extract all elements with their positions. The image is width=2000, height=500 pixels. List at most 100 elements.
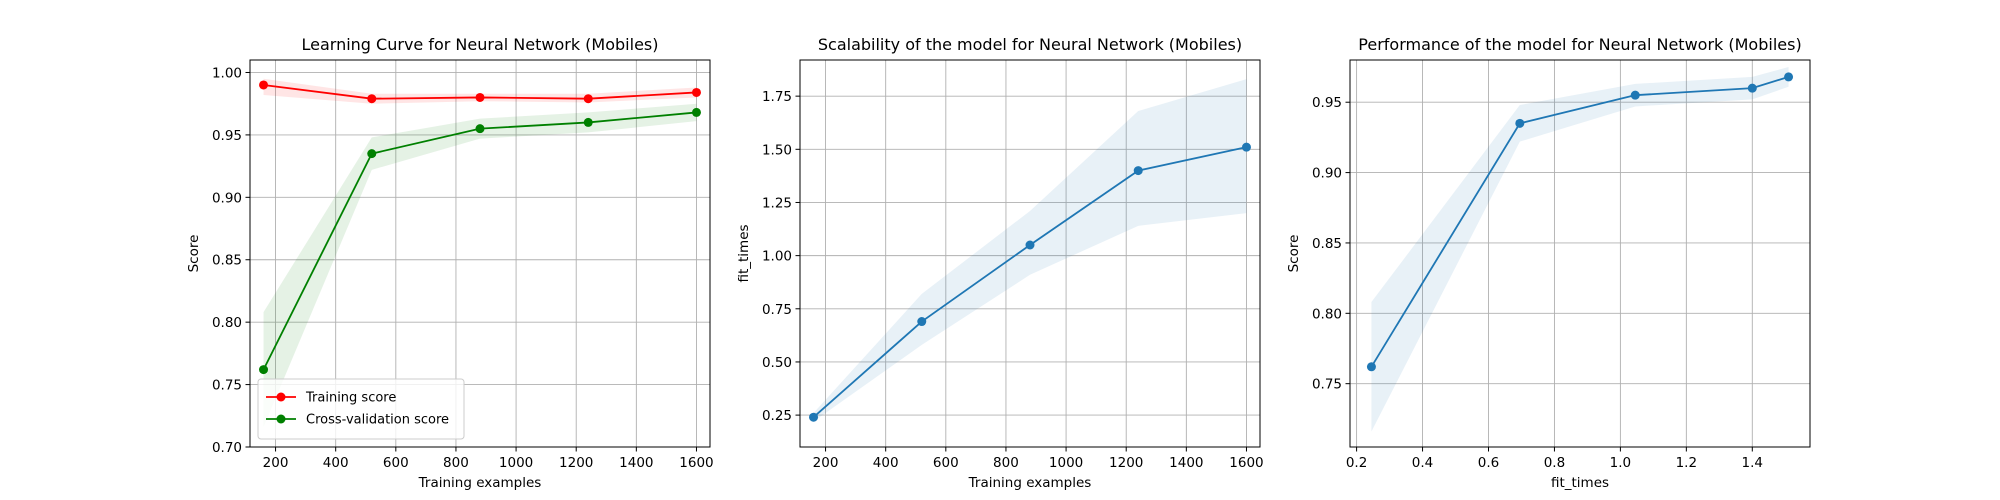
confidence-bands	[1371, 67, 1789, 432]
legend-item-training-score: Training score	[266, 391, 396, 406]
legend-label: Training score	[305, 391, 396, 406]
y-tick-label: 0.80	[212, 315, 242, 331]
series-0-point	[1515, 118, 1525, 128]
x-tick-label: 0.2	[1346, 455, 1367, 471]
y-tick-label: 0.85	[1312, 236, 1342, 252]
y-tick-label: 0.85	[212, 253, 242, 269]
chart-title: Learning Curve for Neural Network (Mobil…	[302, 35, 659, 54]
x-tick-label: 1.2	[1676, 455, 1697, 471]
learning-curve-chart: 200 400 600 800 1000 1200 1400 1600 0.70 0.75 0.8…	[186, 35, 714, 491]
chart-title: Performance of the model for Neural Netw…	[1358, 35, 1801, 54]
x-tick-label: 1600	[679, 455, 713, 471]
y-axis-ticks: 0.75 0.80 0.85 0.90 0.95	[1312, 95, 1350, 393]
series-0-point	[1366, 362, 1376, 372]
y-tick-label: 1.50	[762, 142, 792, 158]
x-tick-label: 600	[933, 455, 959, 471]
y-tick-label: 0.75	[1312, 377, 1342, 393]
y-tick-label: 0.95	[1312, 95, 1342, 111]
cross-validation-score-point	[475, 124, 485, 134]
y-axis-label: Score	[1286, 235, 1302, 273]
series-0-point	[1133, 166, 1143, 176]
series-0-point	[809, 412, 819, 422]
series-0-point	[1241, 142, 1251, 152]
cross-validation-score-point	[367, 149, 377, 159]
x-tick-label: 0.8	[1544, 455, 1565, 471]
y-tick-label: 1.25	[762, 195, 792, 211]
legend-item-cross-validation-score: Cross-validation score	[266, 413, 449, 428]
cross-validation-score-point	[259, 365, 269, 375]
x-axis-ticks: 200 400 600 800 1000 1200 1400 1600	[263, 447, 714, 471]
x-tick-label: 200	[813, 455, 839, 471]
training-score-point	[259, 80, 269, 90]
training-score-point	[583, 94, 593, 104]
x-tick-label: 1400	[1169, 455, 1203, 471]
scalability-chart: 200 400 600 800 1000 1200 1400 1600 0.25 0.50 0.7…	[736, 35, 1264, 491]
y-tick-label: 0.95	[212, 128, 242, 144]
series-points	[1366, 72, 1794, 372]
x-tick-label: 800	[993, 455, 1019, 471]
x-tick-label: 1000	[499, 455, 533, 471]
x-axis-ticks: 0.2 0.4 0.6 0.8 1.0 1.2 1.4	[1346, 447, 1763, 471]
training-score-point	[475, 92, 485, 102]
y-tick-label: 0.80	[1312, 306, 1342, 322]
training-score-point	[691, 87, 701, 97]
training-score-point	[367, 94, 377, 104]
cross-validation-score-point	[583, 117, 593, 127]
chart-title: Scalability of the model for Neural Netw…	[818, 35, 1242, 54]
series-0-point	[1747, 83, 1757, 93]
x-tick-label: 0.6	[1478, 455, 1499, 471]
series-points	[259, 80, 701, 375]
x-tick-label: 800	[443, 455, 469, 471]
x-axis-label: fit_times	[1551, 475, 1609, 491]
x-axis-label: Training examples	[968, 475, 1092, 491]
confidence-bands	[813, 79, 1247, 422]
legend: Training score Cross-validation score	[257, 378, 465, 440]
y-tick-label: 0.70	[212, 440, 242, 456]
x-axis-label: Training examples	[418, 475, 542, 491]
legend-label: Cross-validation score	[306, 413, 449, 428]
series-0-band	[813, 79, 1247, 422]
x-axis-ticks: 200 400 600 800 1000 1200 1400 1600	[813, 447, 1264, 471]
y-axis-label: Score	[186, 235, 202, 273]
plot-frame	[249, 59, 711, 448]
cross-validation-score-point	[691, 107, 701, 117]
legend-swatch-marker	[276, 414, 286, 424]
y-tick-label: 1.00	[212, 65, 242, 81]
y-axis-label: fit_times	[736, 224, 752, 282]
y-axis-ticks: 0.25 0.50 0.75 1.00 1.25 1.50 1.75	[762, 89, 800, 424]
y-axis-ticks: 0.70 0.75 0.80 0.85 0.90 0.95 1.00	[212, 65, 250, 456]
x-tick-label: 600	[383, 455, 409, 471]
series-0-point	[917, 317, 927, 327]
grid-lines	[1350, 60, 1810, 447]
y-tick-label: 0.25	[762, 408, 792, 424]
y-tick-label: 1.00	[762, 249, 792, 265]
legend-box	[257, 378, 465, 440]
y-tick-label: 0.90	[212, 190, 242, 206]
x-tick-label: 1200	[559, 455, 593, 471]
series-0-point	[1630, 90, 1640, 100]
x-tick-label: 1200	[1109, 455, 1143, 471]
x-tick-label: 1.0	[1610, 455, 1631, 471]
plot-frame	[799, 59, 1261, 448]
legend-swatch-marker	[276, 392, 286, 402]
x-tick-label: 1.4	[1742, 455, 1763, 471]
x-tick-label: 400	[323, 455, 349, 471]
series-0-point	[1784, 72, 1794, 82]
x-tick-label: 1600	[1229, 455, 1263, 471]
y-tick-label: 1.75	[762, 89, 792, 105]
series-points	[809, 142, 1251, 422]
x-tick-label: 1400	[619, 455, 653, 471]
x-tick-label: 400	[873, 455, 899, 471]
y-tick-label: 0.75	[212, 378, 242, 394]
x-tick-label: 1000	[1049, 455, 1083, 471]
series-0-band	[1371, 67, 1789, 432]
x-tick-label: 200	[263, 455, 289, 471]
series-0-point	[1025, 240, 1035, 250]
y-tick-label: 0.50	[762, 355, 792, 371]
plot-frame	[1349, 59, 1811, 448]
y-tick-label: 0.75	[762, 302, 792, 318]
performance-chart: 0.2 0.4 0.6 0.8 1.0 1.2 1.4 0.750.800.850.900.…	[1286, 35, 1811, 491]
y-tick-label: 0.90	[1312, 166, 1342, 182]
x-tick-label: 0.4	[1412, 455, 1433, 471]
